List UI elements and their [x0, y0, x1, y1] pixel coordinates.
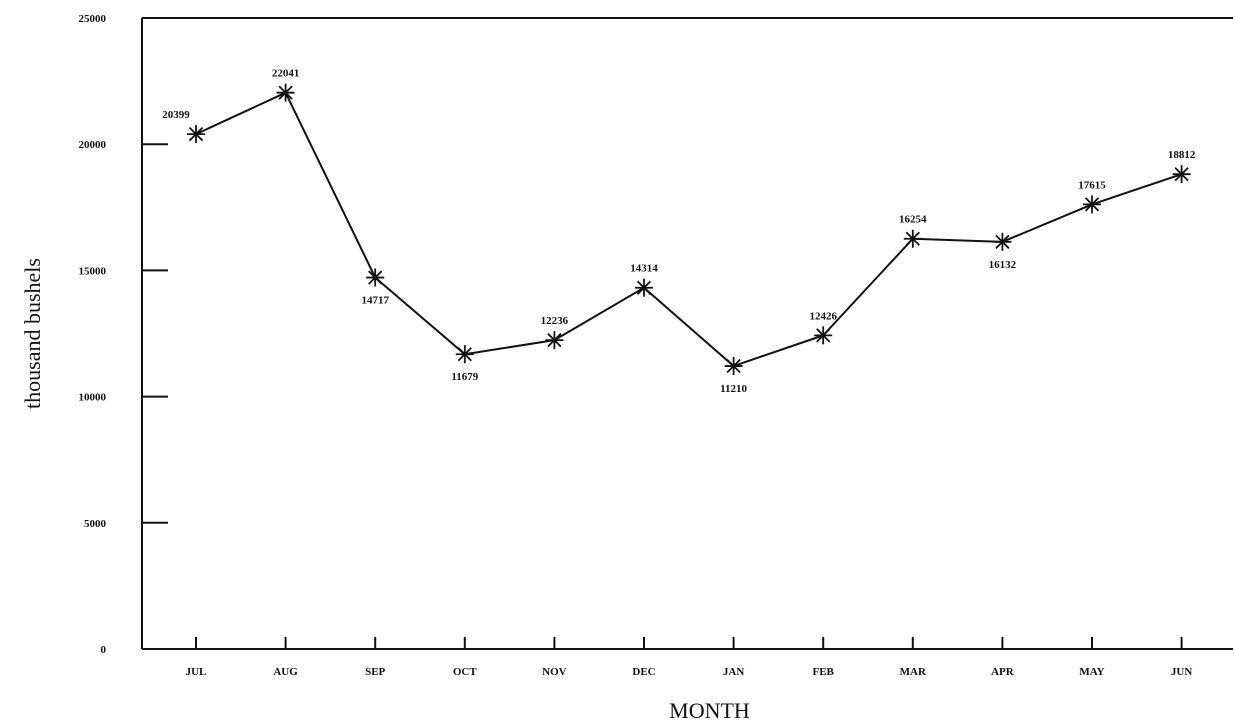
data-label: 14314 — [630, 263, 658, 275]
data-labels: 20399 22041 14717 11679 12236 14314 11210 12426… — [162, 68, 1196, 395]
data-label: 12426 — [809, 310, 837, 322]
x-tick-label: OCT — [453, 666, 478, 678]
data-label: 14717 — [361, 295, 389, 307]
data-point-marker — [1172, 165, 1191, 184]
series-line-group — [187, 83, 1191, 376]
x-tick-label: MAY — [1079, 666, 1104, 678]
data-point-marker — [814, 326, 833, 345]
y-axis-ticks: 0 5000 10000 15000 20000 25000 — [79, 13, 168, 656]
x-tick-label: NOV — [542, 666, 567, 678]
data-label: 11679 — [451, 371, 478, 383]
y-tick-label: 20000 — [79, 139, 107, 151]
x-tick-label: JUL — [186, 666, 207, 678]
x-axis-title: MONTH — [669, 698, 750, 723]
data-point-marker — [1083, 195, 1101, 214]
y-tick-label: 25000 — [79, 13, 107, 25]
data-label: 11210 — [720, 383, 747, 395]
y-axis-title: thousand bushels — [20, 258, 45, 409]
data-label: 17615 — [1078, 179, 1106, 191]
y-tick-label: 15000 — [79, 265, 107, 277]
data-point-marker — [366, 268, 385, 287]
x-tick-label: DEC — [632, 666, 655, 678]
x-tick-label: MAR — [900, 666, 927, 678]
y-tick-label: 0 — [101, 644, 107, 656]
series-line — [195, 91, 1182, 368]
data-label: 12236 — [541, 315, 569, 327]
data-point-marker — [635, 278, 653, 297]
y-tick-label: 10000 — [79, 392, 107, 404]
x-tick-label: APR — [991, 666, 1015, 678]
x-tick-label: JUN — [1171, 666, 1192, 678]
data-point-marker — [903, 229, 922, 248]
x-tick-label: FEB — [812, 666, 834, 678]
data-point-marker — [455, 345, 474, 364]
data-label: 16254 — [899, 214, 927, 226]
data-label: 16132 — [989, 259, 1017, 271]
data-point-marker — [276, 83, 295, 102]
data-label: 22041 — [272, 68, 300, 80]
data-point-marker — [724, 357, 743, 376]
x-tick-label: SEP — [365, 666, 385, 678]
data-label: 20399 — [162, 109, 190, 121]
data-point-marker — [993, 232, 1012, 251]
y-tick-label: 5000 — [84, 518, 107, 530]
plot-frame — [141, 17, 1233, 650]
x-tick-label: JAN — [723, 666, 744, 678]
x-tick-label: AUG — [273, 666, 298, 678]
data-label: 18812 — [1168, 149, 1196, 161]
data-point-marker — [187, 125, 205, 144]
data-point-marker — [545, 331, 564, 350]
x-axis-ticks: JUL AUG SEP OCT NOV DEC JAN FEB MAR APR MAY JUN — [186, 637, 1192, 678]
